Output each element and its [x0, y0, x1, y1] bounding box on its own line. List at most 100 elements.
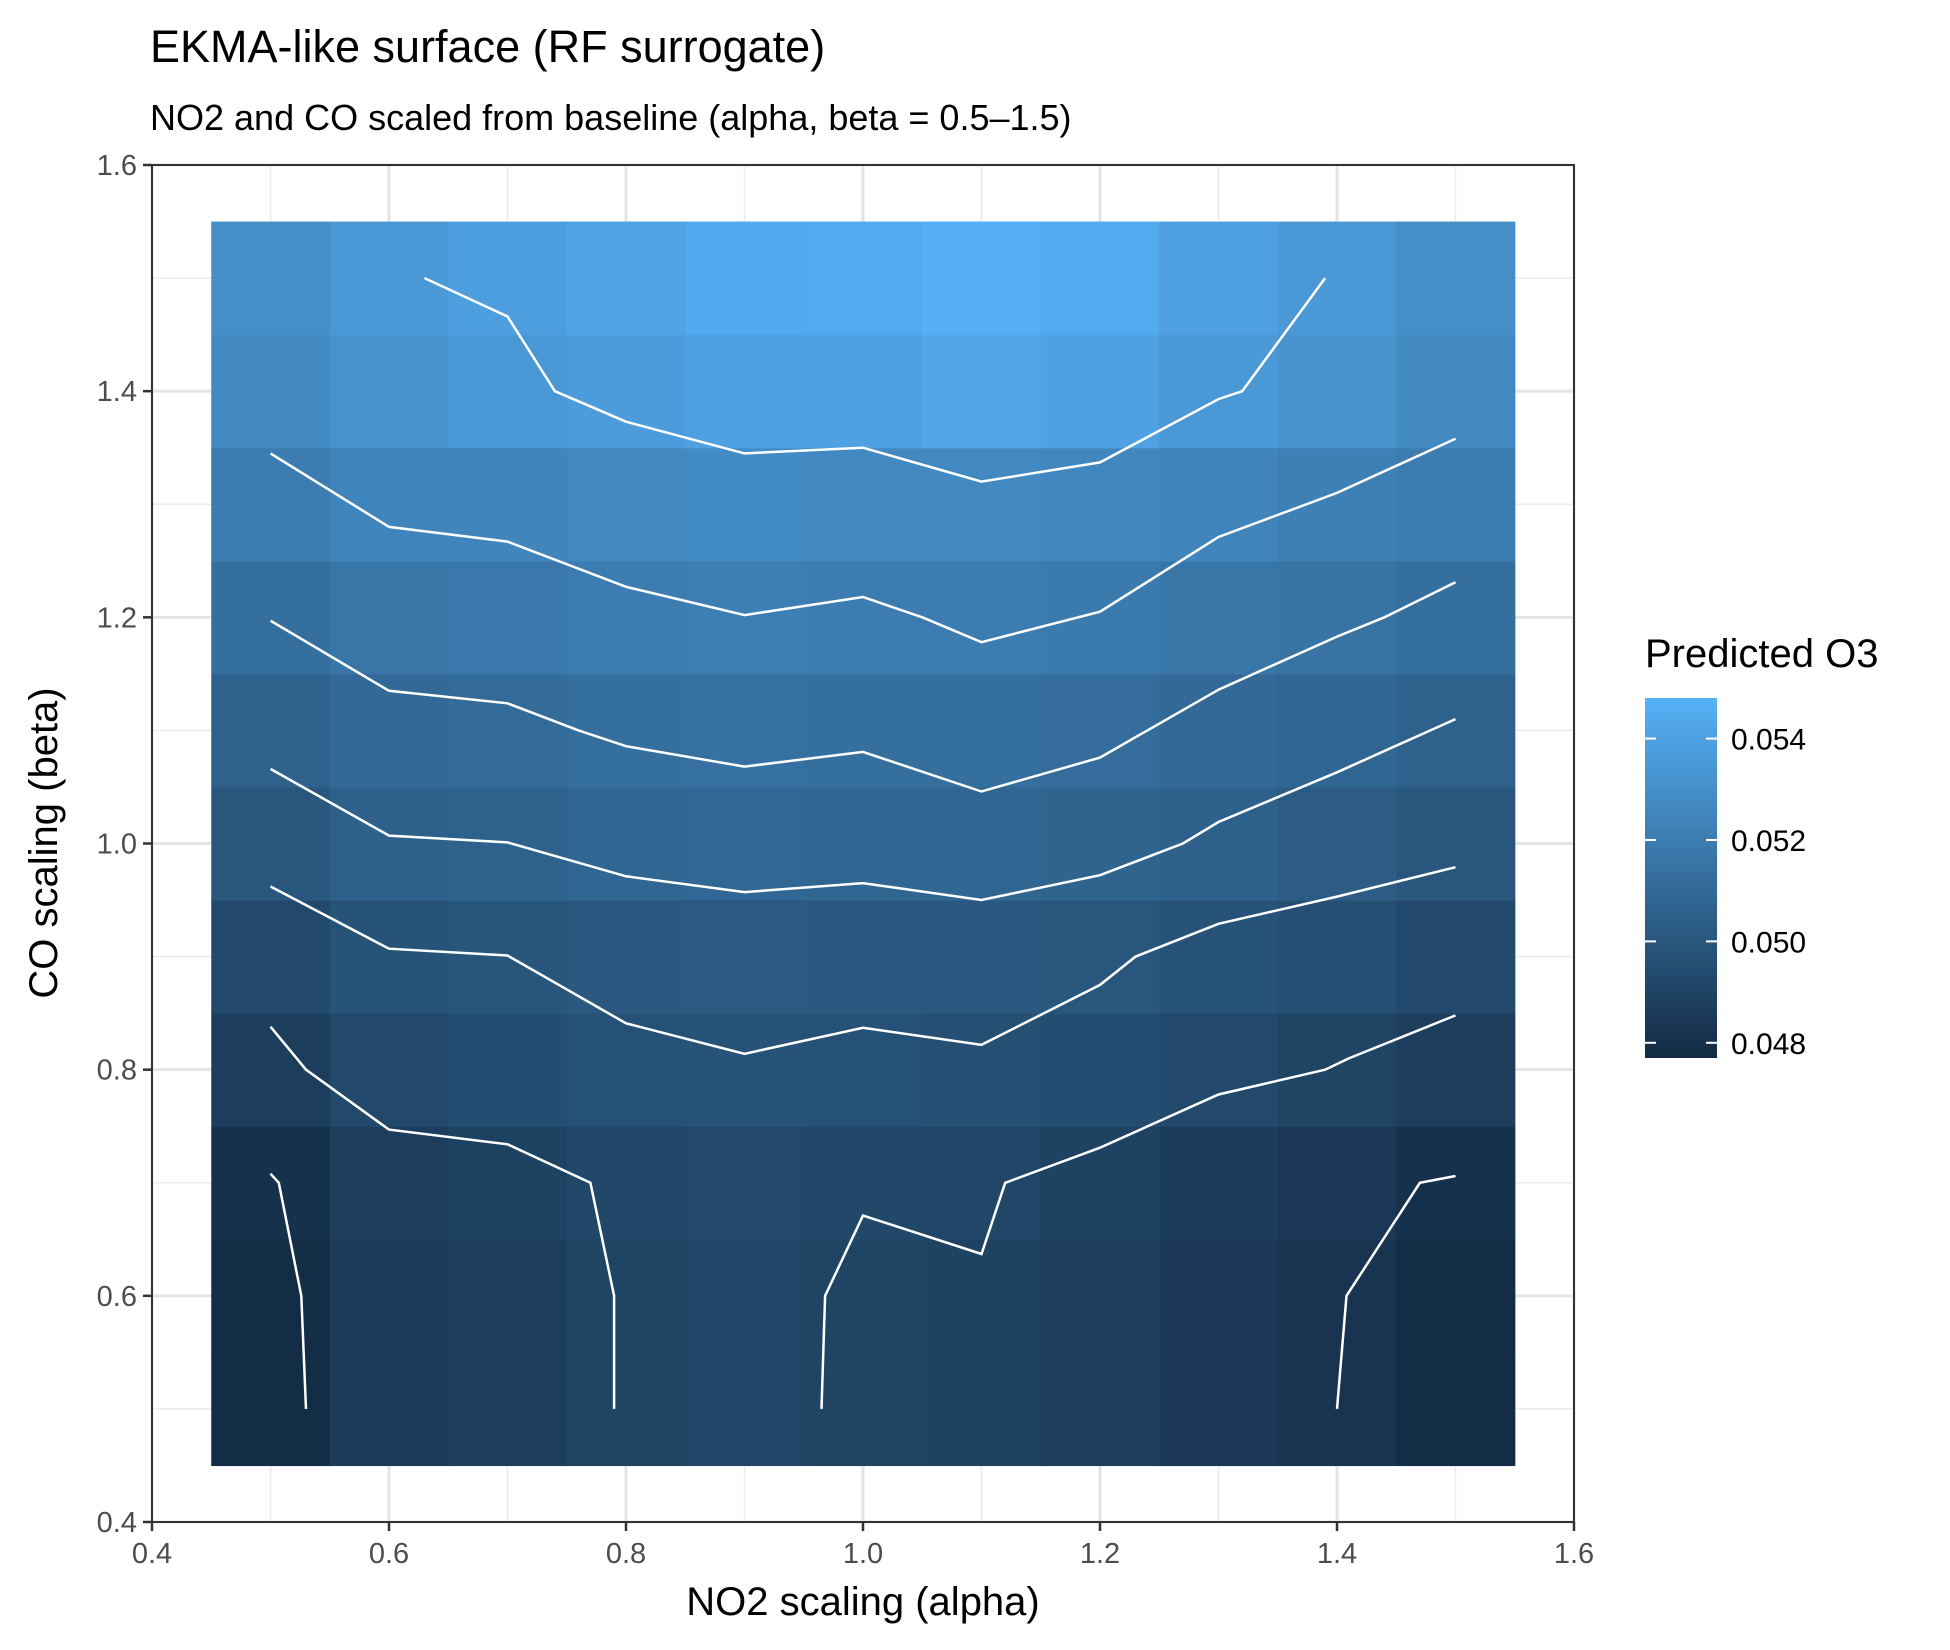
- y-tick-label: 1.4: [97, 376, 137, 408]
- heatmap-tile: [1040, 560, 1160, 675]
- heatmap-tile: [1277, 1352, 1397, 1467]
- heatmap-tile: [803, 673, 923, 788]
- heatmap-tile: [566, 560, 686, 675]
- heatmap-tile: [922, 447, 1042, 562]
- heatmap-tile: [1159, 1352, 1279, 1467]
- chart-title: EKMA-like surface (RF surrogate): [150, 21, 825, 72]
- heatmap-tile: [1277, 447, 1397, 562]
- heatmap-tile: [685, 1126, 805, 1240]
- heatmap-tile: [448, 1239, 568, 1353]
- heatmap-tile: [1159, 900, 1279, 1014]
- x-axis-label: NO2 scaling (alpha): [686, 1580, 1040, 1624]
- y-tick-label: 0.6: [97, 1281, 137, 1313]
- heatmap-tile: [448, 673, 568, 788]
- heatmap-tile: [211, 447, 331, 562]
- legend-title: Predicted O3: [1645, 632, 1878, 676]
- heatmap-tile: [922, 1239, 1042, 1353]
- heatmap-tile: [922, 334, 1042, 449]
- x-tick-label: 1.0: [843, 1538, 883, 1570]
- heatmap-tile: [1159, 560, 1279, 675]
- heatmap-tile: [922, 786, 1042, 901]
- heatmap-tile: [1159, 221, 1279, 336]
- heatmap-tile: [566, 1239, 686, 1353]
- heatmap-tile: [448, 560, 568, 675]
- heatmap-tile: [329, 1352, 449, 1467]
- heatmap-tile: [329, 447, 449, 562]
- heatmap-tile: [685, 560, 805, 675]
- heatmap-tile: [329, 1239, 449, 1353]
- heatmap-tile: [922, 560, 1042, 675]
- heatmap-tile: [329, 1013, 449, 1127]
- legend-tick-label: 0.050: [1731, 926, 1806, 959]
- heatmap-tile: [566, 673, 686, 788]
- heatmap-tile: [329, 900, 449, 1014]
- heatmap-tile: [685, 900, 805, 1014]
- heatmap-tile: [329, 560, 449, 675]
- heatmap-tile: [211, 221, 331, 336]
- y-tick-label: 1.6: [97, 150, 137, 182]
- y-axis: 0.4 0.6 0.8 1.0 1.2 1.4 1.6: [97, 150, 152, 1539]
- heatmap-tile: [566, 1126, 686, 1240]
- heatmap-tile: [685, 334, 805, 449]
- x-axis: 0.4 0.6 0.8 1.0 1.2 1.4 1.6: [132, 1522, 1594, 1570]
- x-tick-label: 1.6: [1554, 1538, 1594, 1570]
- y-tick-label: 0.8: [97, 1055, 137, 1087]
- heatmap-tile: [803, 447, 923, 562]
- heatmap-tile: [1396, 334, 1516, 449]
- heatmap-tile: [211, 786, 331, 901]
- heatmap-tile: [1040, 221, 1160, 336]
- x-tick-label: 0.4: [132, 1538, 172, 1570]
- heatmap-tile: [1277, 673, 1397, 788]
- y-tick-label: 1.2: [97, 602, 137, 634]
- heatmap-tile: [803, 1239, 923, 1353]
- heatmap-tile: [211, 1013, 331, 1127]
- heatmap-tile: [211, 1126, 331, 1240]
- heatmap-tile: [685, 1352, 805, 1467]
- contour-line: [269, 1025, 616, 1409]
- heatmap-tile: [922, 1126, 1042, 1240]
- heatmap-tile: [329, 1126, 449, 1240]
- plot-panel: [150, 163, 1576, 1524]
- heatmap-tile: [329, 334, 449, 449]
- heatmap-tile: [1396, 1352, 1516, 1467]
- chart-subtitle: NO2 and CO scaled from baseline (alpha, …: [150, 97, 1072, 138]
- heatmap-tile: [803, 334, 923, 449]
- contour-line: [269, 437, 1457, 644]
- heatmap-tile: [1040, 447, 1160, 562]
- heatmap-tile: [448, 1352, 568, 1467]
- heatmap-tile: [566, 334, 686, 449]
- contour-line: [269, 581, 1457, 793]
- contour-line: [269, 865, 1456, 1056]
- heatmap-tile: [448, 1013, 568, 1127]
- contour-line: [269, 717, 1457, 902]
- heatmap-tile: [922, 900, 1042, 1014]
- heatmap-tile: [1396, 1239, 1516, 1353]
- heatmap-tile: [803, 560, 923, 675]
- x-tick-label: 0.8: [606, 1538, 646, 1570]
- heatmap-tile: [685, 786, 805, 901]
- y-tick-label: 0.4: [97, 1507, 137, 1539]
- contour-line: [423, 276, 1327, 483]
- heatmap-tile: [1396, 221, 1516, 336]
- heatmap-tile: [1396, 900, 1516, 1014]
- heatmap-tile: [329, 786, 449, 901]
- heatmap-tile: [685, 221, 805, 336]
- heatmap-tile: [566, 1013, 686, 1127]
- heatmap-tile: [211, 1352, 331, 1467]
- heatmap-tile: [1277, 1013, 1397, 1127]
- heatmap-tile: [922, 221, 1042, 336]
- heatmap-tile: [803, 1126, 923, 1240]
- heatmap-tile: [1396, 560, 1516, 675]
- heatmap-tile: [1396, 1013, 1516, 1127]
- heatmap-tile: [922, 673, 1042, 788]
- heatmap-tile: [211, 673, 331, 788]
- heatmap-tile: [803, 1013, 923, 1127]
- heatmap-tile: [922, 1013, 1042, 1127]
- heatmap-tile: [448, 334, 568, 449]
- heatmap-tile: [1040, 1239, 1160, 1353]
- x-tick-label: 1.2: [1080, 1538, 1120, 1570]
- legend-colorbar: [1645, 698, 1717, 1058]
- heatmap-tile: [685, 1013, 805, 1127]
- heatmap-tile: [1159, 673, 1279, 788]
- heatmap-tile: [685, 447, 805, 562]
